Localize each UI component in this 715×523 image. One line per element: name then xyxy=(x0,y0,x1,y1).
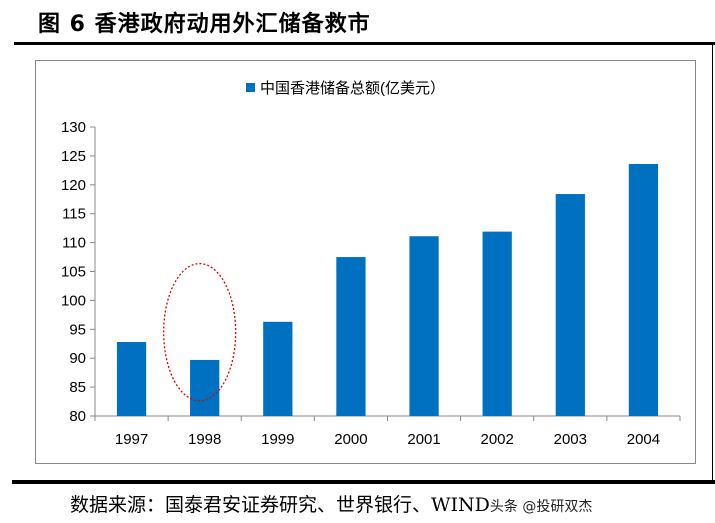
y-tick-label: 125 xyxy=(61,148,86,165)
bar-2002 xyxy=(482,231,512,416)
x-tick-label: 2000 xyxy=(334,431,367,448)
y-tick-label: 120 xyxy=(61,177,86,194)
x-tick-label: 1999 xyxy=(261,431,294,448)
y-tick-label: 80 xyxy=(69,408,86,425)
bar-2004 xyxy=(628,163,659,416)
chart-frame xyxy=(35,60,696,464)
source-note: 数据来源：国泰君安证券研究、世界银行、WIND头条 @投研双杰 xyxy=(70,490,592,517)
bottom-divider xyxy=(12,480,715,484)
y-tick-label: 115 xyxy=(62,206,86,223)
y-tick-label: 90 xyxy=(69,350,86,367)
bar-1998 xyxy=(190,359,220,416)
x-tick-label: 2002 xyxy=(481,431,514,448)
x-tick-label: 2001 xyxy=(407,431,440,448)
x-tick-label: 2003 xyxy=(554,431,587,448)
y-tick-label: 100 xyxy=(61,292,86,309)
x-tick-label: 1997 xyxy=(115,431,148,448)
bar-2001 xyxy=(409,236,439,416)
legend-swatch xyxy=(246,83,255,92)
source-text: 数据来源：国泰君安证券研究、世界银行、WIND xyxy=(70,494,490,516)
x-tick-label: 2004 xyxy=(627,431,660,448)
highlight-ellipse xyxy=(163,262,237,402)
bar-1997 xyxy=(116,342,147,416)
figure-title: 图 6 香港政府动用外汇储备救市 xyxy=(38,12,371,37)
y-tick-label: 130 xyxy=(61,119,86,136)
y-tick-label: 85 xyxy=(69,379,86,396)
watermark: 头条 @投研双杰 xyxy=(489,499,593,515)
bar-2003 xyxy=(555,194,585,416)
legend-label: 中国香港储备总额(亿美元） xyxy=(260,80,445,97)
top-divider xyxy=(14,42,715,45)
x-tick-label: 1998 xyxy=(188,431,221,448)
bar-2000 xyxy=(336,257,366,416)
right-border xyxy=(712,44,713,484)
bar-1999 xyxy=(263,321,293,416)
y-tick-label: 105 xyxy=(61,264,86,281)
y-tick-label: 95 xyxy=(69,321,86,338)
y-tick-label: 110 xyxy=(62,235,86,252)
